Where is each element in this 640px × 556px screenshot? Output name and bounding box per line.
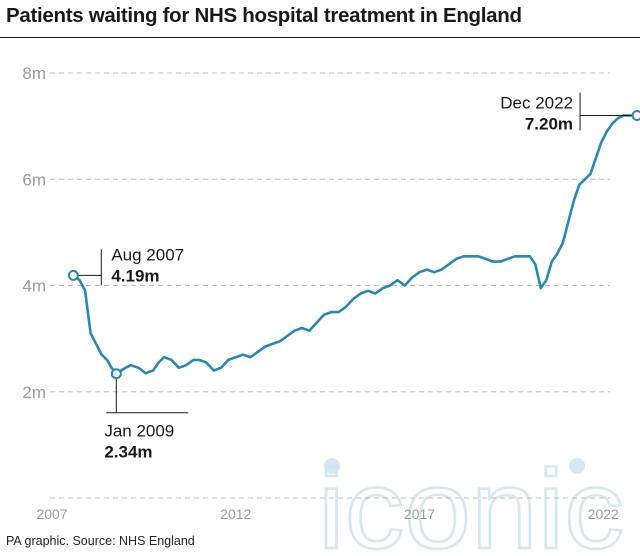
y-tick-label: 4m	[22, 277, 46, 296]
annotation-end: Dec 2022 7.20m	[500, 92, 640, 134]
data-point-marker	[67, 269, 79, 281]
watermark-dot-2	[569, 458, 585, 474]
annotation-value: 4.19m	[111, 266, 159, 285]
x-tick-label: 2012	[220, 506, 251, 522]
annotation-label: Aug 2007	[111, 245, 184, 264]
y-axis: 2m 4m 6m 8m	[22, 64, 46, 402]
annotations: Aug 2007 4.19m Jan 2009 2.34m Dec 2022 7.20m	[67, 92, 640, 462]
source-note: PA graphic. Source: NHS England	[6, 534, 195, 548]
series-line	[72, 114, 639, 375]
annotation-low: Jan 2009 2.34m	[104, 368, 189, 462]
annotation-value: 7.20m	[525, 115, 573, 134]
page-title: Patients waiting for NHS hospital treatm…	[6, 4, 522, 27]
x-tick-label: 2017	[404, 506, 435, 522]
grid-lines	[50, 72, 610, 499]
annotation-label: Dec 2022	[500, 94, 573, 113]
data-point-marker	[110, 368, 122, 380]
y-tick-label: 2m	[22, 383, 46, 402]
x-tick-label: 2022	[588, 506, 619, 522]
annotation-value: 2.34m	[104, 443, 152, 462]
iconic-watermark: iconic	[317, 446, 626, 556]
y-tick-label: 6m	[22, 170, 46, 189]
x-tick-label: 2007	[36, 506, 67, 522]
data-point-marker	[631, 110, 640, 121]
title-rule	[0, 37, 640, 38]
y-tick-label: 8m	[22, 64, 46, 83]
watermark-dot-1	[324, 458, 340, 474]
annotation-label: Jan 2009	[104, 422, 174, 441]
x-axis: 2007 2012 2017 2022	[36, 506, 619, 522]
annotation-start: Aug 2007 4.19m	[67, 245, 184, 286]
